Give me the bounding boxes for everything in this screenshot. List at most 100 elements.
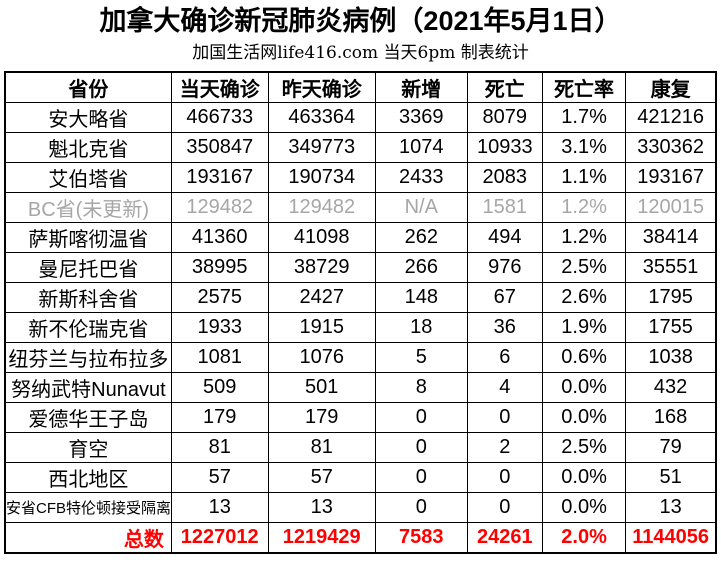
table-row: 新不伦瑞克省 1933 1915 18 36 1.9% 1755 [4,312,717,343]
value-cell-yesterday: 179 [267,402,376,433]
page-subtitle: 加国生活网life416.com 当天6pm 制表统计 [192,43,529,63]
province-cell: 魁北克省 [4,132,172,163]
province-cell: 努纳武特Nunavut [4,372,172,403]
province-cell: 育空 [4,432,172,463]
value-cell-new: 0 [374,462,468,493]
province-cell: 曼尼托巴省 [4,252,172,283]
value-cell-recovered: 1795 [625,282,717,313]
value-cell-recovered: 13 [625,492,717,523]
value-cell-death_rate: 2.0% [541,522,627,554]
value-cell-new: 0 [374,492,468,523]
value-cell-yesterday: 463364 [267,102,376,133]
value-cell-new: 5 [374,342,468,373]
value-cell-today: 129482 [170,192,269,223]
value-cell-death_rate: 2.5% [541,432,627,463]
province-cell: 艾伯塔省 [4,162,172,193]
table-row: 新斯科舍省 2575 2427 148 67 2.6% 1795 [4,282,717,313]
value-cell-recovered: 330362 [625,132,717,163]
value-cell-new: 7583 [374,522,468,554]
value-cell-death_rate: 0.0% [541,492,627,523]
province-cell: 西北地区 [4,462,172,493]
value-cell-recovered: 120015 [625,192,717,223]
covid-stats-table: 省份 当天确诊 昨天确诊 新增 死亡 死亡率 康复 安大略省 466733 463364 3369… [4,71,717,554]
value-cell-deaths: 1581 [466,192,543,223]
value-cell-deaths: 494 [466,222,543,253]
value-cell-new: 266 [374,252,468,283]
value-cell-deaths: 24261 [466,522,543,554]
value-cell-today: 2575 [170,282,269,313]
value-cell-yesterday: 41098 [267,222,376,253]
value-cell-new: 3369 [374,102,468,133]
column-header-3: 新增 [374,71,468,103]
value-cell-new: 0 [374,432,468,463]
value-cell-yesterday: 81 [267,432,376,463]
value-cell-deaths: 2083 [466,162,543,193]
value-cell-new: 262 [374,222,468,253]
column-header-1: 当天确诊 [170,71,269,103]
table-row: 安省CFB特伦顿接受隔离 13 13 0 0 0.0% 13 [4,492,717,523]
value-cell-recovered: 1144056 [625,522,717,554]
value-cell-today: 81 [170,432,269,463]
value-cell-death_rate: 2.6% [541,282,627,313]
value-cell-today: 1081 [170,342,269,373]
value-cell-death_rate: 0.0% [541,372,627,403]
value-cell-yesterday: 1219429 [267,522,376,554]
value-cell-recovered: 35551 [625,252,717,283]
value-cell-today: 1933 [170,312,269,343]
value-cell-today: 38995 [170,252,269,283]
value-cell-yesterday: 13 [267,492,376,523]
table-row: 西北地区 57 57 0 0 0.0% 51 [4,462,717,493]
value-cell-death_rate: 1.2% [541,192,627,223]
value-cell-deaths: 0 [466,492,543,523]
table-body: 安大略省 466733 463364 3369 8079 1.7% 421216 魁北克省 35… [4,102,717,554]
table-row: 努纳武特Nunavut 509 501 8 4 0.0% 432 [4,372,717,403]
value-cell-new: 8 [374,372,468,403]
value-cell-yesterday: 38729 [267,252,376,283]
province-cell: 新斯科舍省 [4,282,172,313]
value-cell-new: 148 [374,282,468,313]
province-cell: 萨斯喀彻温省 [4,222,172,253]
value-cell-today: 179 [170,402,269,433]
province-cell: 纽芬兰与拉布拉多 [4,342,172,373]
value-cell-today: 193167 [170,162,269,193]
value-cell-death_rate: 0.0% [541,462,627,493]
value-cell-yesterday: 349773 [267,132,376,163]
table-row: 艾伯塔省 193167 190734 2433 2083 1.1% 193167 [4,162,717,193]
table-row: 魁北克省 350847 349773 1074 10933 3.1% 330362 [4,132,717,163]
value-cell-yesterday: 2427 [267,282,376,313]
value-cell-today: 466733 [170,102,269,133]
value-cell-death_rate: 0.6% [541,342,627,373]
value-cell-new: N/A [374,192,468,223]
table-header-row: 省份 当天确诊 昨天确诊 新增 死亡 死亡率 康复 [4,71,717,103]
province-cell: BC省(未更新) [4,192,172,223]
value-cell-deaths: 4 [466,372,543,403]
value-cell-today: 1227012 [170,522,269,554]
value-cell-today: 350847 [170,132,269,163]
value-cell-death_rate: 0.0% [541,402,627,433]
value-cell-new: 1074 [374,132,468,163]
value-cell-death_rate: 1.7% [541,102,627,133]
column-header-5: 死亡率 [541,71,627,103]
value-cell-recovered: 168 [625,402,717,433]
value-cell-recovered: 1755 [625,312,717,343]
value-cell-new: 2433 [374,162,468,193]
value-cell-today: 57 [170,462,269,493]
value-cell-yesterday: 1076 [267,342,376,373]
value-cell-death_rate: 1.2% [541,222,627,253]
column-header-2: 昨天确诊 [267,71,376,103]
table-row: 曼尼托巴省 38995 38729 266 976 2.5% 35551 [4,252,717,283]
value-cell-deaths: 8079 [466,102,543,133]
province-cell: 爱德华王子岛 [4,402,172,433]
value-cell-deaths: 10933 [466,132,543,163]
value-cell-death_rate: 1.1% [541,162,627,193]
table-row: 安大略省 466733 463364 3369 8079 1.7% 421216 [4,102,717,133]
province-cell: 总数 [4,522,172,554]
column-header-6: 康复 [625,71,717,103]
value-cell-yesterday: 1915 [267,312,376,343]
table-row: 育空 81 81 0 2 2.5% 79 [4,432,717,463]
value-cell-death_rate: 3.1% [541,132,627,163]
value-cell-today: 13 [170,492,269,523]
value-cell-recovered: 51 [625,462,717,493]
value-cell-deaths: 67 [466,282,543,313]
value-cell-today: 41360 [170,222,269,253]
